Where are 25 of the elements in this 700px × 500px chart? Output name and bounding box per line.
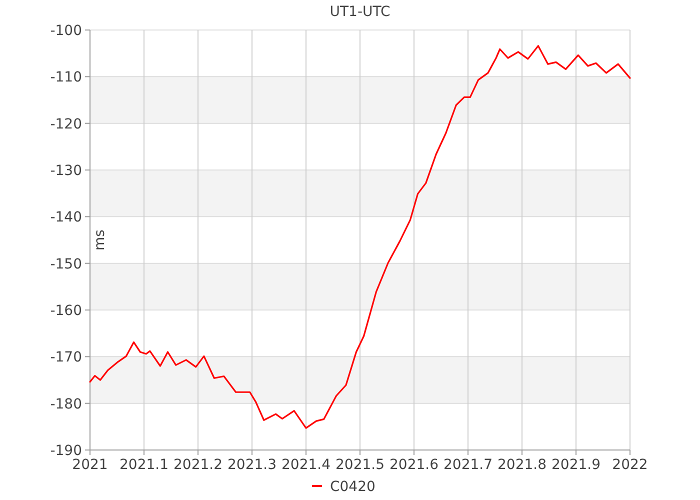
x-tick-label: 2021 <box>72 457 108 473</box>
y-axis-title: ms <box>92 230 108 250</box>
x-tick-label: 2022 <box>612 457 648 473</box>
y-tick-label: -100 <box>50 23 82 39</box>
line-series <box>89 45 631 429</box>
x-tick-label: 2021.2 <box>174 457 222 473</box>
y-tick-label: -170 <box>50 350 82 366</box>
y-tick-label: -120 <box>50 116 82 132</box>
x-tick-label: 2021.8 <box>498 457 546 473</box>
y-tick-label: -190 <box>50 443 82 459</box>
x-tick-label: 2021.4 <box>282 457 331 473</box>
y-tick-label: -130 <box>50 163 82 179</box>
x-tick-label: 2021.6 <box>390 457 439 473</box>
x-tick-label: 2021.3 <box>228 457 276 473</box>
legend-label: C0420 <box>330 479 376 495</box>
y-tick-label: -160 <box>50 303 82 319</box>
x-tick-label: 2021.9 <box>552 457 600 473</box>
y-tick-label: -180 <box>50 396 82 412</box>
x-tick-label: 2021.7 <box>444 457 492 473</box>
chart-title: UT1-UTC <box>330 4 390 20</box>
y-tick-label: -110 <box>50 70 82 86</box>
y-tick-label: -140 <box>50 210 82 226</box>
x-tick-label: 2021.1 <box>120 457 168 473</box>
x-tick-label: 2021.5 <box>336 457 384 473</box>
y-tick-label: -150 <box>50 256 82 272</box>
